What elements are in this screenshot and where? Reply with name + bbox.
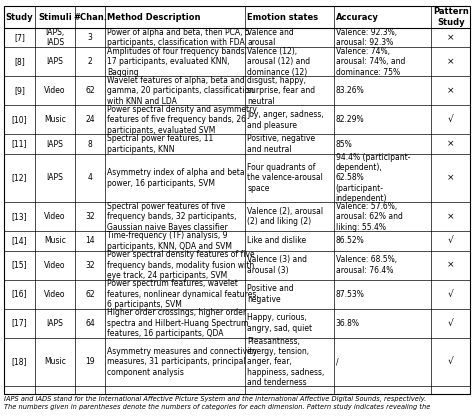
Text: [9]: [9] [14, 87, 25, 95]
Text: Spectral power features of five
frequency bands, 32 participants,
Gaussian naive: Spectral power features of five frequenc… [107, 202, 237, 231]
Text: [12]: [12] [12, 173, 27, 182]
Text: [15]: [15] [12, 260, 27, 270]
Text: Wavelet features of alpha, beta and
gamma, 20 participants, classification
with : Wavelet features of alpha, beta and gamm… [107, 76, 254, 106]
Text: IAPS: IAPS [46, 319, 64, 328]
Text: 64: 64 [85, 319, 95, 328]
Text: Asymmetry measures and connectivity
measures, 31 participants, principal
compone: Asymmetry measures and connectivity meas… [107, 347, 257, 377]
Text: 3: 3 [88, 33, 93, 42]
Text: Power spectrum features, wavelet
features, nonlinear dynamical features,
6 parti: Power spectrum features, wavelet feature… [107, 279, 259, 309]
Text: 83.26%: 83.26% [336, 87, 365, 95]
Text: Valence: 74%,
arousal: 74%, and
dominance: 75%: Valence: 74%, arousal: 74%, and dominanc… [336, 47, 405, 77]
Text: [8]: [8] [14, 58, 25, 66]
Text: Valence (3) and
arousal (3): Valence (3) and arousal (3) [247, 255, 307, 275]
Text: ×: × [447, 87, 455, 95]
Text: Video: Video [44, 289, 66, 299]
Text: [17]: [17] [12, 319, 27, 328]
Text: Music: Music [44, 236, 66, 245]
Text: √: √ [448, 357, 454, 366]
Text: √: √ [448, 236, 454, 245]
Text: Music: Music [44, 116, 66, 124]
Text: Video: Video [44, 87, 66, 95]
Text: Video: Video [44, 260, 66, 270]
Text: [13]: [13] [12, 212, 27, 221]
Text: √: √ [448, 319, 454, 328]
Text: Spectral power features, 11
participants, KNN: Spectral power features, 11 participants… [107, 134, 213, 154]
Text: [14]: [14] [12, 236, 27, 245]
Text: The numbers given in parentheses denote the numbers of categories for each dimen: The numbers given in parentheses denote … [4, 404, 430, 410]
Text: Positive, negative
and neutral: Positive, negative and neutral [247, 134, 315, 154]
Text: Music: Music [44, 357, 66, 366]
Text: 85%: 85% [336, 139, 352, 149]
Text: /: / [336, 357, 338, 366]
Text: ×: × [447, 212, 455, 221]
Text: IAPS,
IADS: IAPS, IADS [46, 28, 64, 47]
Text: ×: × [447, 33, 455, 42]
Text: 14: 14 [85, 236, 95, 245]
Text: 82.29%: 82.29% [336, 116, 364, 124]
Text: 2: 2 [88, 58, 92, 66]
Text: Power spectral density and asymmetry
features of five frequency bands, 26
partic: Power spectral density and asymmetry fea… [107, 105, 257, 135]
Text: IAPS: IAPS [46, 173, 64, 182]
Text: Joy, anger, sadness,
and pleasure: Joy, anger, sadness, and pleasure [247, 110, 324, 130]
Text: Happy, curious,
angry, sad, quiet: Happy, curious, angry, sad, quiet [247, 313, 312, 333]
Text: Positive and
negative: Positive and negative [247, 284, 294, 304]
Text: Four quadrants of
the valence-arousal
space: Four quadrants of the valence-arousal sp… [247, 163, 323, 193]
Text: 87.53%: 87.53% [336, 289, 365, 299]
Text: Stimuli: Stimuli [38, 13, 72, 21]
Text: [16]: [16] [12, 289, 27, 299]
Text: 19: 19 [85, 357, 95, 366]
Text: Time-frequency (TF) analysis, 9
participants, KNN, QDA and SVM: Time-frequency (TF) analysis, 9 particip… [107, 231, 232, 251]
Text: IAPS: IAPS [46, 139, 64, 149]
Text: 8: 8 [88, 139, 92, 149]
Text: Valence and
arousal: Valence and arousal [247, 28, 294, 47]
Text: Power of alpha and beta, then PCA, 5
participants, classification with FDA: Power of alpha and beta, then PCA, 5 par… [107, 28, 250, 47]
Text: [7]: [7] [14, 33, 25, 42]
Text: ×: × [447, 260, 455, 270]
Text: ×: × [447, 173, 455, 182]
Text: 24: 24 [85, 116, 95, 124]
Text: √: √ [448, 289, 454, 299]
Text: 36.8%: 36.8% [336, 319, 360, 328]
Text: Valence: 68.5%,
arousal: 76.4%: Valence: 68.5%, arousal: 76.4% [336, 255, 397, 275]
Text: Amplitudes of four frequency bands,
17 participants, evaluated KNN,
Bagging: Amplitudes of four frequency bands, 17 p… [107, 47, 247, 77]
Text: #Chan.: #Chan. [73, 13, 107, 21]
Text: Video: Video [44, 212, 66, 221]
Text: Emotion states: Emotion states [247, 13, 318, 21]
Text: Higher order crossings, higher order
spectra and Hilbert-Huang Spectrum
features: Higher order crossings, higher order spe… [107, 308, 249, 338]
Text: Like and dislike: Like and dislike [247, 236, 306, 245]
Text: Valence (2), arousal
(2) and liking (2): Valence (2), arousal (2) and liking (2) [247, 207, 323, 226]
Text: disgust, happy,
surprise, fear and
neutral: disgust, happy, surprise, fear and neutr… [247, 76, 315, 106]
Text: 86.52%: 86.52% [336, 236, 365, 245]
Text: 4: 4 [88, 173, 93, 182]
Text: [11]: [11] [12, 139, 27, 149]
Text: 32: 32 [85, 260, 95, 270]
Text: [18]: [18] [12, 357, 27, 366]
Text: Asymmetry index of alpha and beta
power, 16 participants, SVM: Asymmetry index of alpha and beta power,… [107, 168, 245, 188]
Text: Pleasantness,
energy, tension,
anger, fear,
happiness, sadness,
and tenderness: Pleasantness, energy, tension, anger, fe… [247, 336, 325, 387]
Text: ×: × [447, 139, 455, 149]
Text: Method Description: Method Description [107, 13, 201, 21]
Text: [10]: [10] [12, 116, 27, 124]
Text: Valence: 57.6%,
arousal: 62% and
liking: 55.4%: Valence: 57.6%, arousal: 62% and liking:… [336, 202, 402, 231]
Text: √: √ [448, 116, 454, 124]
Text: ×: × [447, 58, 455, 66]
Text: 32: 32 [85, 212, 95, 221]
Text: 62: 62 [85, 289, 95, 299]
Text: Accuracy: Accuracy [336, 13, 378, 21]
Text: Power spectral density features of five
frequency bands, modality fusion with
ey: Power spectral density features of five … [107, 250, 255, 280]
Text: IAPS: IAPS [46, 58, 64, 66]
Text: IAPS and IADS stand for the International Affective Picture System and the Inter: IAPS and IADS stand for the Internationa… [4, 396, 426, 402]
Text: Study: Study [6, 13, 33, 21]
Text: Valence (12),
arousal (12) and
dominance (12): Valence (12), arousal (12) and dominance… [247, 47, 310, 77]
Text: Valence: 92.3%,
arousal: 92.3%: Valence: 92.3%, arousal: 92.3% [336, 28, 397, 47]
Text: 94.4% (participant-
dependent),
62.58%
(participant-
independent): 94.4% (participant- dependent), 62.58% (… [336, 153, 410, 203]
Text: 62: 62 [85, 87, 95, 95]
Text: Pattern
Study: Pattern Study [433, 7, 469, 27]
